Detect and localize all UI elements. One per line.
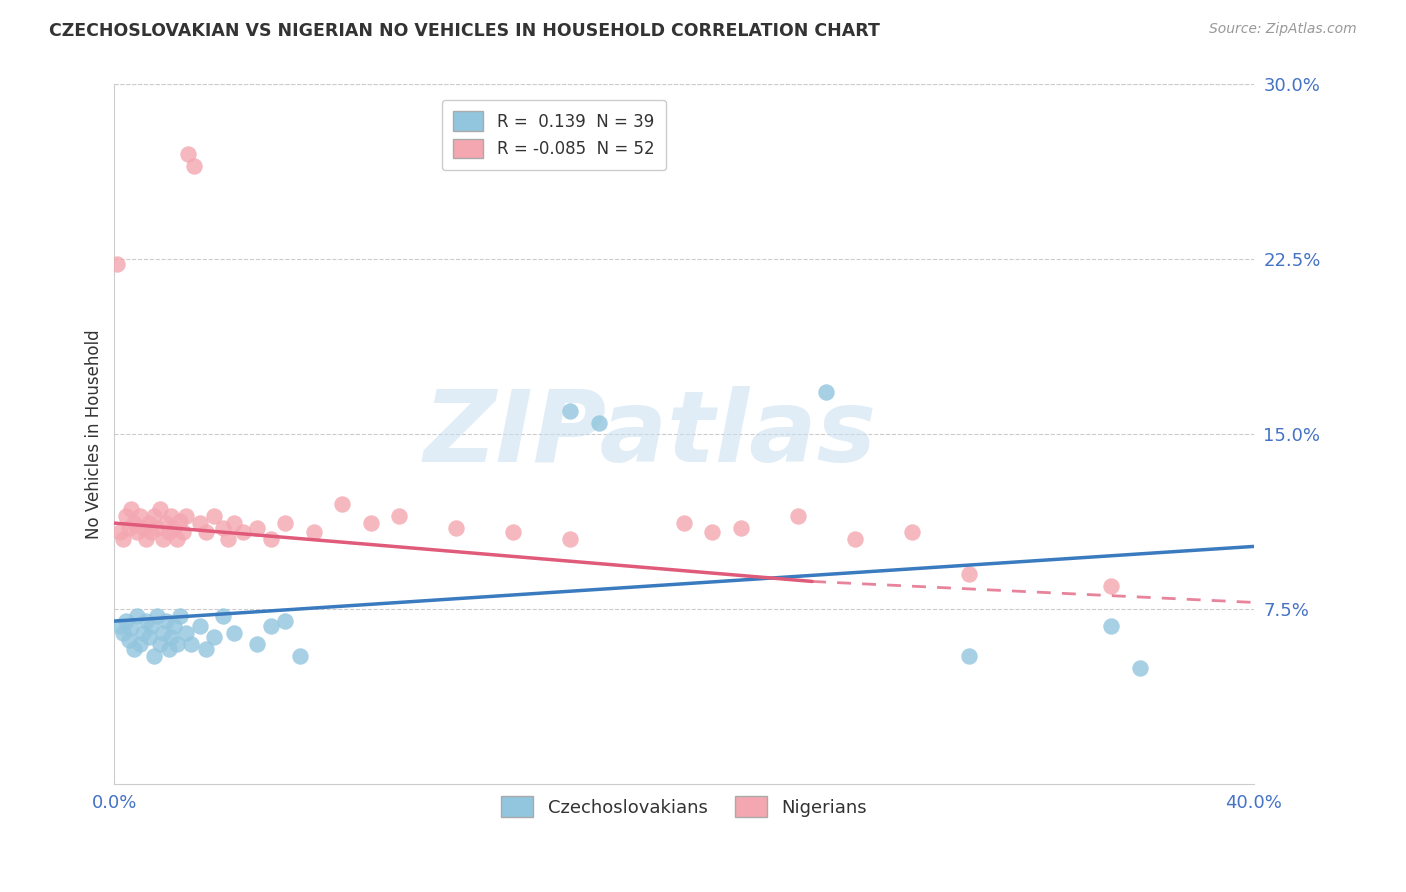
- Point: [194, 642, 217, 657]
- Point: [169, 609, 191, 624]
- Point: [135, 533, 157, 547]
- Point: [274, 614, 297, 628]
- Point: [108, 525, 131, 540]
- Point: [388, 509, 411, 524]
- Point: [124, 516, 146, 530]
- Point: [174, 509, 197, 524]
- Point: [211, 521, 233, 535]
- Point: [174, 625, 197, 640]
- Point: [108, 619, 131, 633]
- Point: [558, 533, 581, 547]
- Point: [188, 619, 211, 633]
- Point: [166, 637, 188, 651]
- Point: [588, 416, 610, 430]
- Point: [172, 525, 194, 540]
- Point: [502, 525, 524, 540]
- Point: [152, 625, 174, 640]
- Point: [288, 649, 311, 664]
- Point: [146, 521, 169, 535]
- Point: [246, 637, 269, 651]
- Point: [138, 516, 160, 530]
- Point: [143, 649, 166, 664]
- Point: [202, 631, 225, 645]
- Point: [118, 521, 141, 535]
- Point: [188, 516, 211, 530]
- Text: ZIPatlas: ZIPatlas: [423, 386, 876, 483]
- Point: [166, 533, 188, 547]
- Point: [1129, 661, 1152, 675]
- Point: [127, 609, 149, 624]
- Text: CZECHOSLOVAKIAN VS NIGERIAN NO VEHICLES IN HOUSEHOLD CORRELATION CHART: CZECHOSLOVAKIAN VS NIGERIAN NO VEHICLES …: [49, 22, 880, 40]
- Point: [260, 619, 283, 633]
- Point: [222, 516, 245, 530]
- Point: [330, 498, 353, 512]
- Point: [111, 533, 134, 547]
- Point: [163, 521, 186, 535]
- Point: [149, 502, 172, 516]
- Point: [444, 521, 467, 535]
- Point: [222, 625, 245, 640]
- Point: [302, 525, 325, 540]
- Point: [127, 525, 149, 540]
- Point: [1099, 579, 1122, 593]
- Point: [169, 514, 191, 528]
- Point: [957, 567, 980, 582]
- Point: [202, 509, 225, 524]
- Point: [114, 614, 136, 628]
- Point: [194, 525, 217, 540]
- Point: [129, 509, 152, 524]
- Point: [149, 637, 172, 651]
- Point: [132, 521, 155, 535]
- Point: [183, 159, 205, 173]
- Point: [232, 525, 254, 540]
- Point: [901, 525, 924, 540]
- Point: [155, 614, 177, 628]
- Point: [132, 625, 155, 640]
- Point: [160, 509, 183, 524]
- Point: [135, 614, 157, 628]
- Point: [360, 516, 382, 530]
- Text: Source: ZipAtlas.com: Source: ZipAtlas.com: [1209, 22, 1357, 37]
- Point: [957, 649, 980, 664]
- Point: [177, 147, 200, 161]
- Point: [160, 631, 183, 645]
- Point: [260, 533, 283, 547]
- Y-axis label: No Vehicles in Household: No Vehicles in Household: [86, 330, 103, 540]
- Point: [274, 516, 297, 530]
- Point: [155, 516, 177, 530]
- Point: [211, 609, 233, 624]
- Point: [118, 632, 141, 647]
- Point: [558, 404, 581, 418]
- Point: [141, 525, 163, 540]
- Point: [702, 525, 724, 540]
- Point: [124, 642, 146, 657]
- Point: [157, 642, 180, 657]
- Point: [672, 516, 695, 530]
- Point: [141, 619, 163, 633]
- Point: [143, 509, 166, 524]
- Point: [121, 621, 143, 635]
- Point: [180, 637, 202, 651]
- Point: [815, 385, 838, 400]
- Point: [844, 533, 866, 547]
- Point: [163, 619, 186, 633]
- Point: [1099, 619, 1122, 633]
- Point: [111, 625, 134, 640]
- Point: [730, 521, 752, 535]
- Point: [787, 509, 810, 524]
- Point: [246, 521, 269, 535]
- Point: [129, 637, 152, 651]
- Point: [157, 525, 180, 540]
- Point: [217, 533, 239, 547]
- Point: [105, 257, 128, 271]
- Point: [138, 631, 160, 645]
- Point: [114, 509, 136, 524]
- Point: [121, 502, 143, 516]
- Point: [146, 609, 169, 624]
- Point: [152, 533, 174, 547]
- Legend: Czechoslovakians, Nigerians: Czechoslovakians, Nigerians: [494, 789, 875, 824]
